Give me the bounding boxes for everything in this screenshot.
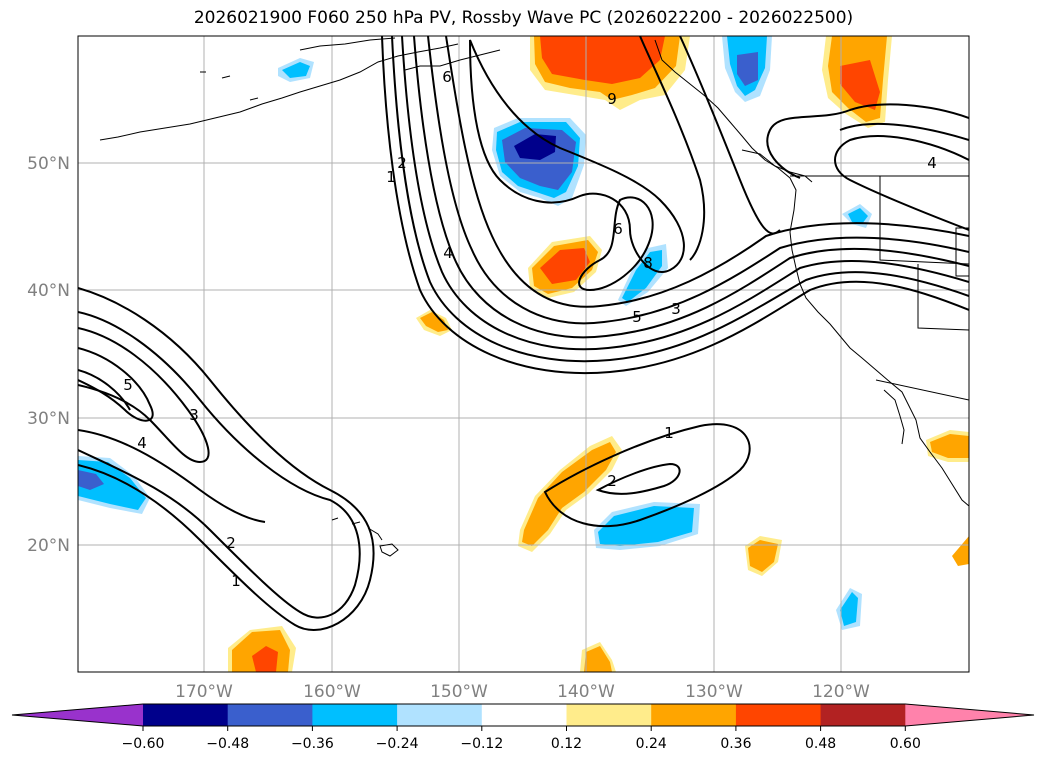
contour-label: 2 [397, 154, 407, 172]
contour-label: 5 [123, 376, 133, 394]
colorbar-segment [651, 704, 737, 726]
lat-label: 20°N [27, 536, 70, 556]
contour-label: 4 [443, 244, 453, 262]
contour-label: 3 [189, 406, 199, 424]
contour-label: 6 [613, 220, 623, 238]
lat-label: 40°N [27, 281, 70, 301]
lat-label: 50°N [27, 154, 70, 174]
colorbar-tick-label: −0.60 [122, 736, 165, 752]
map-title: 2026021900 F060 250 hPa PV, Rossby Wave … [193, 8, 854, 28]
contour-label: 1 [231, 572, 241, 590]
colorbar-tick-label: 0.36 [720, 736, 751, 752]
contour-label: 6 [442, 68, 452, 86]
contour-labels: 6 9 2 1 4 6 8 5 3 4 5 3 4 2 1 1 2 [123, 68, 937, 590]
contour-label: 5 [632, 308, 642, 326]
colorbar-tick-label: −0.24 [376, 736, 419, 752]
colorbar-segment [227, 704, 313, 726]
colorbar-tick-label: −0.12 [460, 736, 503, 752]
colorbar-tick-label: 0.48 [805, 736, 836, 752]
colorbar-extend-min [12, 704, 143, 726]
longitude-labels: 170°W 160°W 150°W 140°W 130°W 120°W [175, 682, 870, 702]
contour-label: 1 [386, 168, 396, 186]
colorbar-segment [143, 704, 229, 726]
lon-label: 150°W [430, 682, 488, 702]
lon-label: 130°W [685, 682, 743, 702]
colorbar: −0.60 −0.48 −0.36 −0.24 −0.12 0.12 0.24 0.36 0.4… [11, 703, 1035, 752]
contour-label: 8 [643, 254, 653, 272]
contour-label: 2 [607, 472, 617, 490]
colorbar-segment [312, 704, 398, 726]
lon-label: 120°W [812, 682, 870, 702]
lat-label: 30°N [27, 409, 70, 429]
lon-label: 170°W [175, 682, 233, 702]
colorbar-tick-label: 0.60 [890, 736, 921, 752]
colorbar-tick-label: 0.12 [551, 736, 582, 752]
contour-label: 9 [607, 90, 617, 108]
contour-label: 3 [671, 300, 681, 318]
contour-label: 4 [137, 434, 147, 452]
contour-label: 1 [664, 424, 674, 442]
colorbar-segment [481, 704, 567, 726]
pv-contours [78, 36, 969, 631]
colorbar-extend-max [905, 704, 1034, 726]
colorbar-tick-label: −0.36 [291, 736, 334, 752]
colorbar-segment [397, 704, 483, 726]
lon-label: 140°W [557, 682, 615, 702]
shaded-anomalies [78, 36, 969, 672]
contour-label: 2 [226, 534, 236, 552]
colorbar-segment [566, 704, 652, 726]
colorbar-tick-label: 0.24 [636, 736, 667, 752]
colorbar-tick-label: −0.48 [206, 736, 249, 752]
latitude-labels: 50°N 40°N 30°N 20°N [27, 154, 70, 556]
gridlines [78, 36, 969, 672]
map-border [77, 35, 970, 673]
colorbar-segment [820, 704, 906, 726]
lon-label: 160°W [303, 682, 361, 702]
colorbar-segment [735, 704, 822, 726]
contour-label: 4 [927, 154, 937, 172]
